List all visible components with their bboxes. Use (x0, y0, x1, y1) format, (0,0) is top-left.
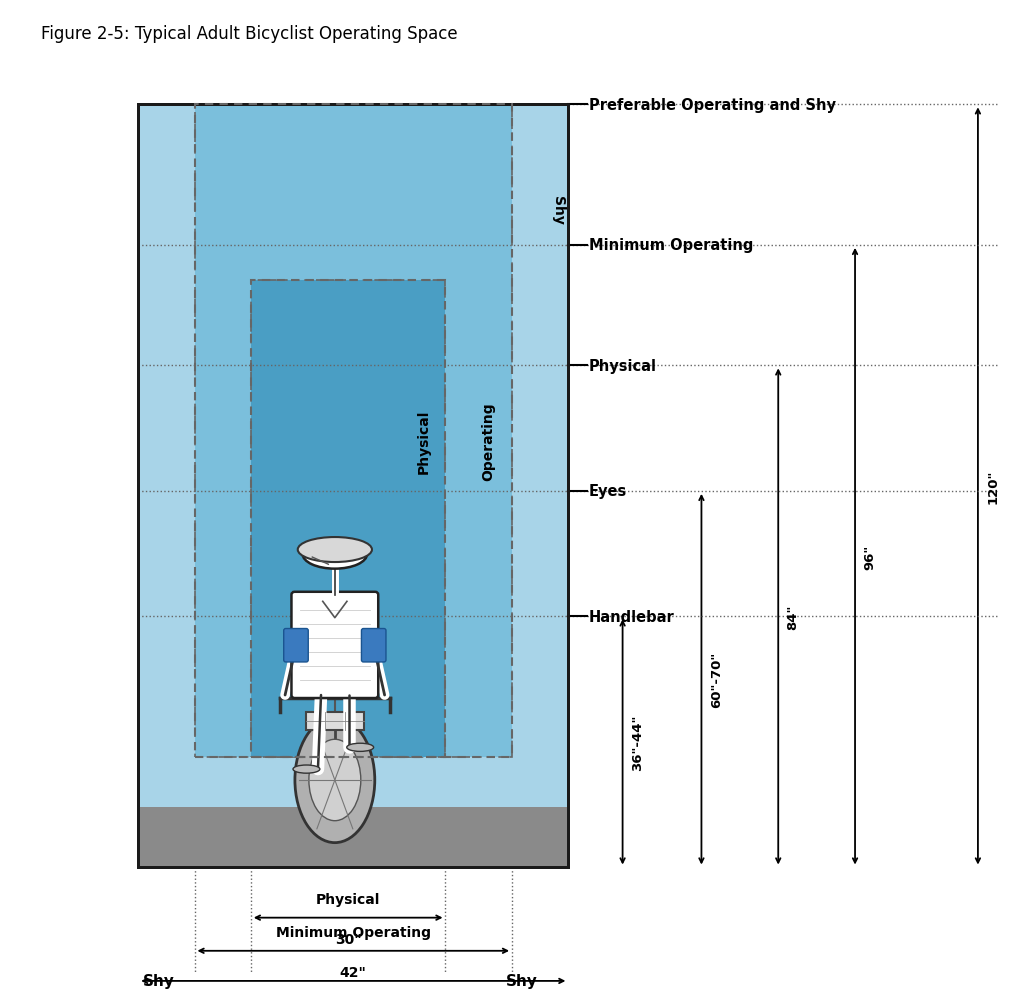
FancyBboxPatch shape (292, 592, 378, 698)
Text: Shy: Shy (506, 974, 539, 988)
Text: Eyes: Eyes (589, 484, 627, 498)
Bar (138, 105, 568, 868)
Text: Physical: Physical (589, 359, 656, 373)
Bar (195, 105, 512, 757)
Text: 30": 30" (335, 932, 361, 946)
Text: 60"-70": 60"-70" (710, 651, 723, 708)
Text: Physical: Physical (417, 409, 431, 473)
Ellipse shape (293, 765, 319, 773)
Text: Physical: Physical (316, 892, 380, 906)
Text: Minimum Operating: Minimum Operating (275, 925, 431, 939)
Text: 120": 120" (986, 469, 999, 504)
Text: Handlebar: Handlebar (589, 610, 675, 624)
Text: Preferable Operating and Shy: Preferable Operating and Shy (589, 98, 836, 112)
Bar (251, 281, 445, 757)
Text: Shy: Shy (551, 197, 565, 225)
Ellipse shape (347, 743, 374, 751)
Ellipse shape (298, 538, 372, 563)
Text: Minimum Operating: Minimum Operating (589, 239, 754, 253)
Text: 84": 84" (786, 604, 800, 630)
Text: Operating: Operating (481, 402, 496, 480)
Ellipse shape (303, 540, 368, 569)
Text: 36"-44": 36"-44" (631, 714, 644, 770)
Bar (138, 105, 568, 868)
Ellipse shape (295, 717, 375, 843)
Bar (138, 807, 568, 868)
FancyBboxPatch shape (284, 629, 308, 662)
Ellipse shape (309, 739, 360, 820)
Bar (195, 105, 512, 757)
Bar (306, 712, 364, 730)
Text: Shy: Shy (142, 974, 175, 988)
Text: Figure 2-5: Typical Adult Bicyclist Operating Space: Figure 2-5: Typical Adult Bicyclist Oper… (41, 25, 458, 43)
Bar (251, 281, 445, 757)
Text: 42": 42" (340, 965, 367, 979)
FancyBboxPatch shape (361, 629, 386, 662)
Bar (138, 105, 568, 868)
Text: 96": 96" (863, 544, 877, 570)
